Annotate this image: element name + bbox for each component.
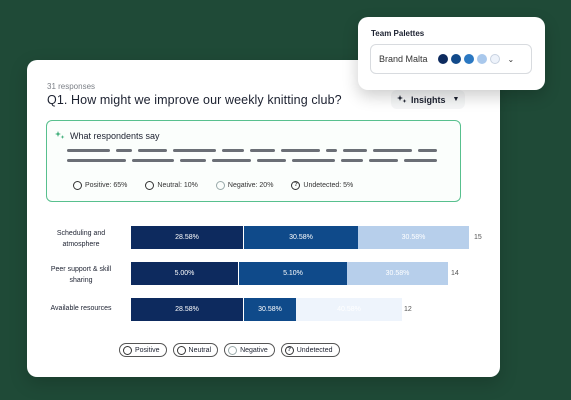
response-count: 31 responses (47, 82, 96, 91)
sentiment-label: Neutral: 10% (157, 182, 198, 189)
legend-label: Positive (135, 346, 160, 354)
bar-segment-positive[interactable]: 5.00% (131, 262, 238, 285)
legend-label: Negative (240, 346, 268, 354)
sparkle-icon (397, 94, 407, 103)
question-icon: ? (284, 345, 294, 355)
palette-name: Brand Malta (379, 54, 428, 64)
summary-text-placeholder (67, 149, 438, 169)
team-palettes-panel: Team Palettes Brand Malta ⌄ (358, 17, 545, 90)
question-card: 31 responses Q1. How might we improve ou… (27, 60, 500, 377)
insights-label: Insights (411, 94, 446, 105)
palette-swatch (437, 54, 448, 64)
bar-category-label: Available resources (50, 305, 112, 312)
bar-total-count: 15 (474, 234, 482, 241)
sparkle-icon (55, 131, 65, 139)
frown-icon (215, 181, 225, 190)
legend-item-negative[interactable]: Negative (224, 343, 275, 357)
neutral-face-icon (176, 345, 186, 355)
legend-item-positive[interactable]: Positive (119, 343, 167, 357)
bar-segment-negative[interactable]: 40.58% (296, 298, 402, 321)
sentiment-undetected: ? Undetected: 5% (291, 181, 353, 190)
frown-icon (228, 345, 238, 355)
chevron-down-icon: ⌄ (507, 54, 515, 64)
sentiment-neutral: Neutral: 10% (145, 181, 198, 190)
bar-segment-positive[interactable]: 28.58% (131, 298, 243, 321)
bar-segment-positive[interactable]: 28.58% (131, 226, 243, 249)
sentiment-label: Undetected: 5% (303, 182, 354, 189)
legend-label: Undetected (296, 346, 333, 354)
palette-swatch (463, 54, 474, 64)
bar-total-count: 12 (404, 306, 412, 313)
bar-total-count: 14 (451, 270, 459, 277)
sentiment-negative: Negative: 20% (215, 181, 274, 190)
summary-header: What respondents say (55, 131, 160, 141)
sentiment-positive: Positive: 65% (73, 181, 127, 190)
caret-down-icon: ▼ (452, 96, 460, 103)
question-title: Q1. How might we improve our weekly knit… (47, 93, 342, 107)
palette-swatch (489, 54, 500, 64)
palette-select[interactable]: Brand Malta ⌄ (370, 44, 532, 74)
smile-icon (123, 345, 132, 355)
neutral-face-icon (145, 181, 155, 190)
bar-segment-neutral[interactable]: 30.58% (243, 298, 296, 321)
bar-category-label: Scheduling and atmosphere (56, 230, 106, 248)
palette-swatches (437, 54, 500, 64)
sentiment-label: Positive: 65% (85, 182, 128, 189)
insights-button[interactable]: Insights ▼ (391, 90, 465, 109)
bar-category-label: Peer support & skill sharing (50, 266, 112, 284)
bar-segment-neutral[interactable]: 30.58% (243, 226, 358, 249)
respondents-summary: What respondents say Positive: 65% (46, 120, 461, 202)
summary-title: What respondents say (70, 131, 160, 141)
bar-segment-neutral[interactable]: 5.10% (238, 262, 347, 285)
bar-segment-negative[interactable]: 30.58% (358, 226, 469, 249)
stacked-bar[interactable]: 28.58% 30.58% 40.58% (131, 298, 402, 321)
stacked-bar[interactable]: 5.00% 5.10% 30.58% (131, 262, 448, 285)
stacked-bar[interactable]: 28.58% 30.58% 30.58% (131, 226, 469, 249)
palette-swatch (476, 54, 487, 64)
sentiment-breakdown: Positive: 65% Neutral: 10% Negative: 20%… (73, 181, 353, 190)
legend-item-undetected[interactable]: ? Undetected (280, 343, 340, 357)
sentiment-label: Negative: 20% (227, 182, 274, 189)
smile-icon (73, 181, 82, 190)
question-icon: ? (291, 181, 301, 190)
chart-legend: Positive Neutral Negative ? Undetected (119, 343, 340, 357)
bar-segment-negative[interactable]: 30.58% (347, 262, 448, 285)
legend-label: Neutral (188, 346, 212, 354)
palette-swatch (450, 54, 461, 64)
palette-title: Team Palettes (371, 29, 425, 38)
legend-item-neutral[interactable]: Neutral (172, 343, 219, 357)
